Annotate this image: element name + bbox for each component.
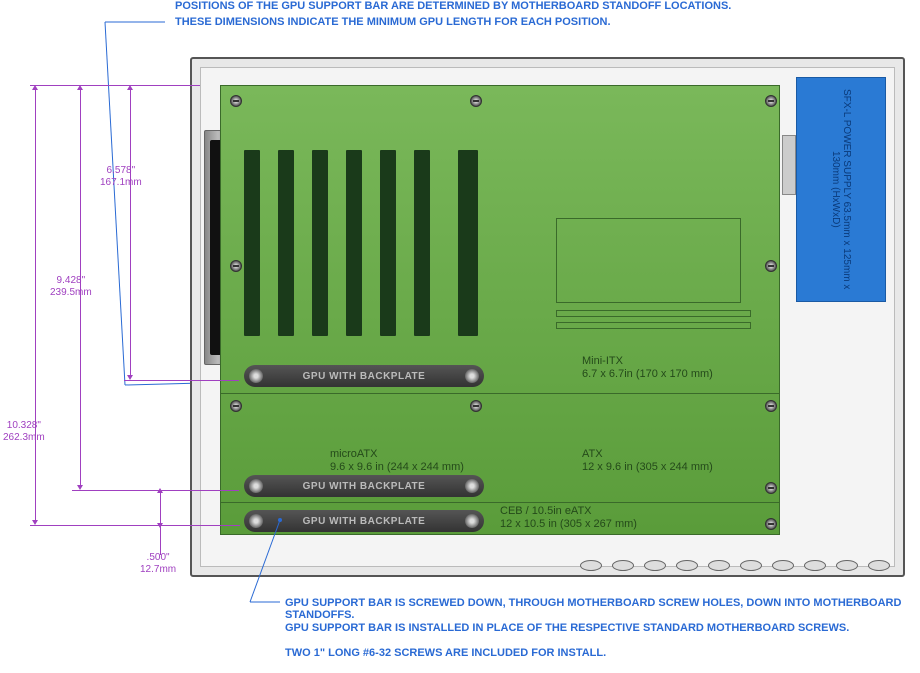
mobo-screw xyxy=(765,400,777,412)
mobo-screw xyxy=(765,260,777,272)
dim-label-d2: 9.428" 239.5mm xyxy=(50,275,92,299)
bar-label: GPU WITH BACKPLATE xyxy=(303,481,426,492)
mobo-screw xyxy=(765,95,777,107)
dim-label-d4: .500" 12.7mm xyxy=(140,552,176,576)
vent-cutout xyxy=(580,560,602,571)
bar-screw-icon xyxy=(465,514,479,528)
pcie-slot xyxy=(244,150,260,336)
dim-line-d3 xyxy=(35,90,36,520)
bar-screw-icon xyxy=(465,369,479,383)
bar-screw-icon xyxy=(249,514,263,528)
vent-cutout xyxy=(804,560,826,571)
pcie-slot xyxy=(278,150,294,336)
dim-inches: 6.578" xyxy=(100,165,142,177)
top-note-2: THESE DIMENSIONS INDICATE THE MINIMUM GP… xyxy=(175,16,611,28)
mobo-screw xyxy=(765,518,777,530)
mobo-screw xyxy=(765,482,777,494)
dim-line-d2 xyxy=(80,90,81,485)
mobo-screw xyxy=(230,95,242,107)
gpu-support-bar-3: GPU WITH BACKPLATE xyxy=(244,510,484,532)
dim-mm: 262.3mm xyxy=(3,432,45,444)
bottom-note-3: TWO 1" LONG #6-32 SCREWS ARE INCLUDED FO… xyxy=(285,647,606,659)
dim-inches: 10.328" xyxy=(3,420,45,432)
vent-cutout xyxy=(612,560,634,571)
mobo-screw xyxy=(230,260,242,272)
pcie-slot xyxy=(346,150,362,336)
dim-mm: 239.5mm xyxy=(50,287,92,299)
psu-connector xyxy=(782,135,796,195)
mobo-screw xyxy=(470,400,482,412)
dim-label-d1: 6.578" 167.1mm xyxy=(100,165,142,189)
bar-label: GPU WITH BACKPLATE xyxy=(303,371,426,382)
mobo-screw xyxy=(230,400,242,412)
vent-cutout xyxy=(644,560,666,571)
bottom-note-1: GPU SUPPORT BAR IS SCREWED DOWN, THROUGH… xyxy=(285,597,920,621)
vent-cutout xyxy=(676,560,698,571)
ff-line-2 xyxy=(220,502,780,503)
bottom-note-2: GPU SUPPORT BAR IS INSTALLED IN PLACE OF… xyxy=(285,622,849,634)
vent-cutout xyxy=(836,560,858,571)
ext-d4-leader xyxy=(160,525,161,555)
pcie-slot xyxy=(312,150,328,336)
outline-slot2 xyxy=(556,322,751,329)
bar-screw-icon xyxy=(465,479,479,493)
pcie-slot xyxy=(458,150,478,336)
gpu-support-bar-2: GPU WITH BACKPLATE xyxy=(244,475,484,497)
vent-cutout xyxy=(868,560,890,571)
dim-label-d3: 10.328" 262.3mm xyxy=(3,420,45,444)
dim-mm: 167.1mm xyxy=(100,177,142,189)
outline-slot1 xyxy=(556,310,751,317)
dim-mm: 12.7mm xyxy=(140,564,176,576)
mobo-screw xyxy=(470,95,482,107)
gpu-support-bar-1: GPU WITH BACKPLATE xyxy=(244,365,484,387)
ext-d4 xyxy=(154,490,184,491)
outline-miniitx xyxy=(556,218,741,303)
dim-line-d1 xyxy=(130,90,131,375)
psu-block: SFX-L POWER SUPPLY 63.5mm x 125mm x 130m… xyxy=(796,77,886,302)
bar-screw-icon xyxy=(249,479,263,493)
bar-screw-icon xyxy=(249,369,263,383)
dim-inches: 9.428" xyxy=(50,275,92,287)
vent-cutout xyxy=(772,560,794,571)
pcie-slot xyxy=(380,150,396,336)
bar-label: GPU WITH BACKPLATE xyxy=(303,516,426,527)
dim-line-d4 xyxy=(160,493,161,523)
pcie-slot xyxy=(414,150,430,336)
ext-origin xyxy=(30,85,200,86)
top-note-1: POSITIONS OF THE GPU SUPPORT BAR ARE DET… xyxy=(175,0,731,12)
dim-inches: .500" xyxy=(140,552,176,564)
vent-cutout xyxy=(708,560,730,571)
vent-cutout xyxy=(740,560,762,571)
ff-line-1 xyxy=(220,393,780,394)
psu-label: SFX-L POWER SUPPLY 63.5mm x 125mm x 130m… xyxy=(830,78,852,301)
